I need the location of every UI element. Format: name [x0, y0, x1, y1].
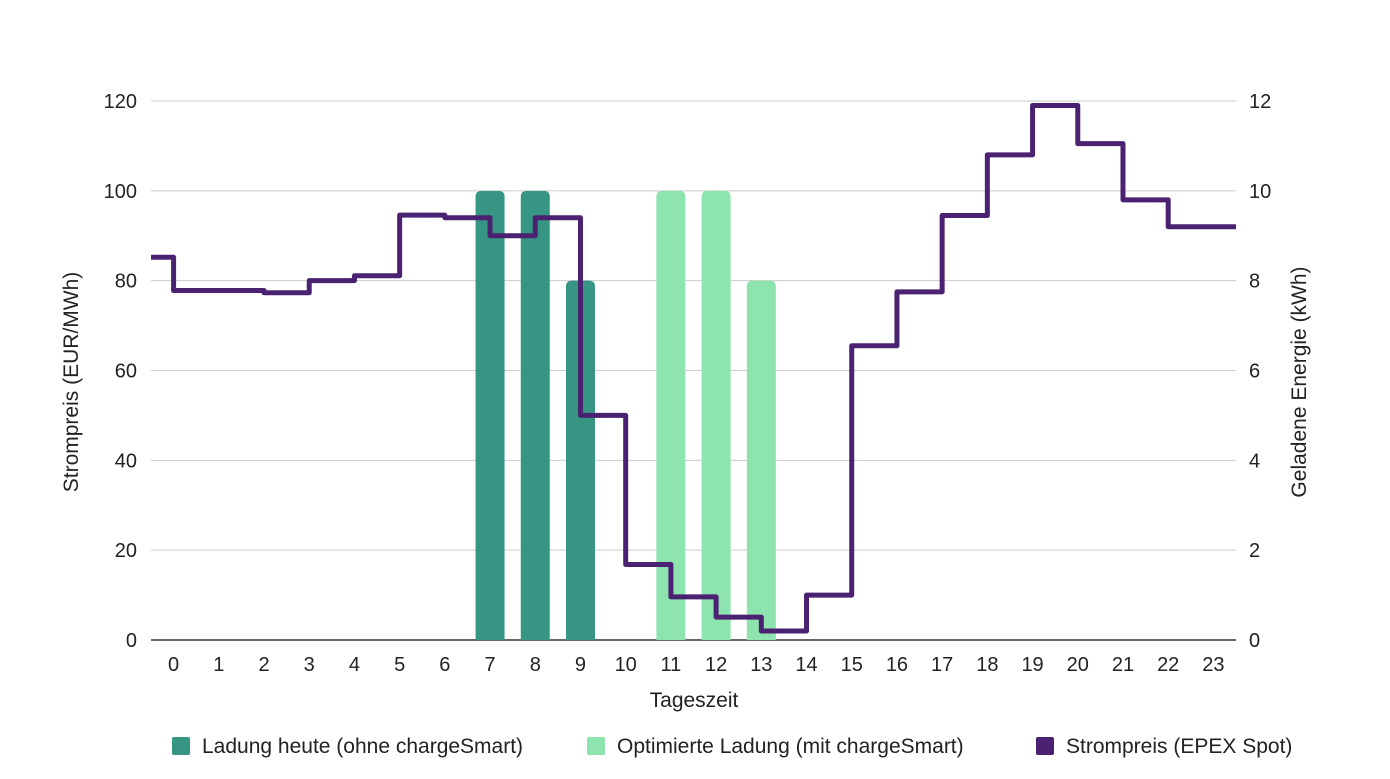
- x-tick-label: 0: [168, 654, 179, 676]
- left-tick-label: 100: [104, 181, 137, 203]
- price-step-line: [151, 102, 1236, 634]
- x-tick-label: 4: [349, 654, 360, 676]
- right-tick-label: 10: [1249, 181, 1271, 203]
- left-tick-label: 0: [126, 630, 137, 652]
- right-axis-label: Geladene Energie (kWh): [1288, 266, 1311, 497]
- x-tick-label: 1: [213, 654, 224, 676]
- x-tick-label: 9: [575, 654, 586, 676]
- left-axis-ticks: 0 20 40 60 80 100 120: [104, 91, 137, 652]
- x-tick-label: 12: [705, 654, 727, 676]
- x-tick-label: 15: [841, 654, 863, 676]
- legend-label-strompreis: Strompreis (EPEX Spot): [1066, 735, 1292, 758]
- x-tick-label: 5: [394, 654, 405, 676]
- x-tick-label: 2: [258, 654, 269, 676]
- x-tick-label: 20: [1067, 654, 1089, 676]
- left-axis-label: Strompreis (EUR/MWh): [60, 272, 83, 493]
- x-tick-label: 11: [661, 654, 682, 676]
- left-tick-label: 60: [115, 361, 137, 383]
- legend-label-ladung-heute: Ladung heute (ohne chargeSmart): [202, 735, 523, 758]
- x-axis-label: Tageszeit: [650, 689, 739, 712]
- bar: [656, 190, 686, 641]
- x-tick-label: 16: [886, 654, 908, 676]
- legend-swatch-ladung-heute: [172, 737, 190, 755]
- x-tick-label: 14: [795, 654, 817, 676]
- x-tick-label: 17: [931, 654, 953, 676]
- x-tick-label: 19: [1021, 654, 1043, 676]
- x-tick-label: 18: [976, 654, 998, 676]
- x-tick-label: 6: [439, 654, 450, 676]
- left-tick-label: 40: [115, 450, 137, 472]
- bar: [520, 190, 550, 641]
- legend-swatch-strompreis: [1036, 737, 1054, 755]
- x-tick-label: 21: [1112, 654, 1134, 676]
- right-tick-label: 6: [1249, 361, 1260, 383]
- bar: [565, 280, 595, 640]
- bar: [746, 280, 776, 640]
- price-line: [151, 102, 1236, 634]
- left-tick-label: 80: [115, 271, 137, 293]
- right-tick-label: 0: [1249, 630, 1260, 652]
- right-tick-label: 8: [1249, 271, 1260, 293]
- grid-lines: [151, 100, 1236, 641]
- x-tick-label: 3: [304, 654, 315, 676]
- x-axis-ticks: 0 1 2 3 4 5 6 7 8 9 10 11 12 13 14 15 16 17 18 19 20 21 22 23: [168, 654, 1224, 676]
- bar-marks: [475, 190, 776, 641]
- x-tick-label: 10: [615, 654, 637, 676]
- right-tick-label: 12: [1249, 91, 1271, 113]
- x-tick-label: 22: [1157, 654, 1179, 676]
- right-tick-label: 2: [1249, 540, 1260, 562]
- x-tick-label: 13: [750, 654, 772, 676]
- legend-swatch-optimierte-ladung: [587, 737, 605, 755]
- legend-label-optimierte-ladung: Optimierte Ladung (mit chargeSmart): [617, 735, 964, 758]
- left-tick-label: 20: [115, 540, 137, 562]
- x-tick-label: 8: [530, 654, 541, 676]
- bar: [475, 190, 505, 641]
- x-tick-label: 23: [1202, 654, 1224, 676]
- right-axis-ticks: 0 2 4 6 8 10 12: [1249, 91, 1271, 652]
- right-tick-label: 4: [1249, 450, 1260, 472]
- legend: Ladung heute (ohne chargeSmart) Optimier…: [172, 735, 1292, 758]
- x-tick-label: 7: [485, 654, 496, 676]
- left-tick-label: 120: [104, 91, 137, 113]
- bar: [701, 190, 731, 641]
